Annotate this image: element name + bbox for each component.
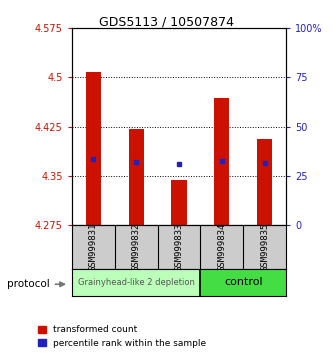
Text: GSM999835: GSM999835 xyxy=(260,223,269,271)
Text: GDS5113 / 10507874: GDS5113 / 10507874 xyxy=(99,16,234,29)
Bar xyxy=(129,129,144,225)
Text: GSM999833: GSM999833 xyxy=(174,223,183,271)
Text: GSM999834: GSM999834 xyxy=(217,223,226,271)
Text: control: control xyxy=(224,277,263,287)
Bar xyxy=(171,180,186,225)
Text: GSM999832: GSM999832 xyxy=(132,223,141,271)
Text: protocol: protocol xyxy=(7,279,49,289)
Text: GSM999831: GSM999831 xyxy=(89,223,98,271)
Bar xyxy=(200,269,286,296)
Bar xyxy=(86,72,101,225)
Bar xyxy=(72,269,200,296)
Legend: transformed count, percentile rank within the sample: transformed count, percentile rank withi… xyxy=(38,325,206,348)
Bar xyxy=(257,139,272,225)
Text: Grainyhead-like 2 depletion: Grainyhead-like 2 depletion xyxy=(78,278,194,287)
Bar xyxy=(214,98,229,225)
